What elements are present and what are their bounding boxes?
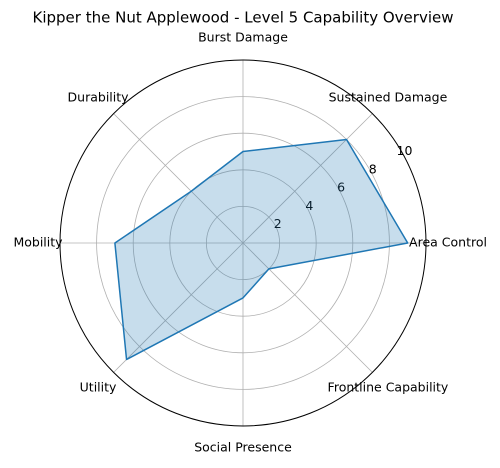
grid-ring <box>169 169 317 317</box>
r-tick-label: 8 <box>369 161 377 176</box>
spoke <box>242 113 373 244</box>
spoke <box>242 242 373 373</box>
axis-label: Social Presence <box>194 440 292 455</box>
r-tick-label: 4 <box>305 198 313 213</box>
r-tick-label: 6 <box>337 180 345 195</box>
r-tick-label: 2 <box>274 216 282 231</box>
axis-label: Sustained Damage <box>329 90 448 105</box>
spoke <box>113 242 244 373</box>
axis-label: Mobility <box>13 235 63 250</box>
axis-label: Area Control <box>409 235 487 250</box>
area <box>114 138 409 361</box>
axis-label: Durability <box>68 90 130 105</box>
grid-ring <box>96 96 390 390</box>
axis-label: Frontline Capability <box>328 379 449 394</box>
axis-label: Utility <box>80 379 117 394</box>
frame-circle <box>59 59 427 427</box>
spoke <box>113 113 244 244</box>
grid-ring <box>205 205 280 280</box>
grid-ring <box>132 132 354 354</box>
axis-label: Burst Damage <box>198 30 288 45</box>
r-tick-label: 10 <box>397 143 413 158</box>
chart-title: Kipper the Nut Applewood - Level 5 Capab… <box>33 9 454 27</box>
